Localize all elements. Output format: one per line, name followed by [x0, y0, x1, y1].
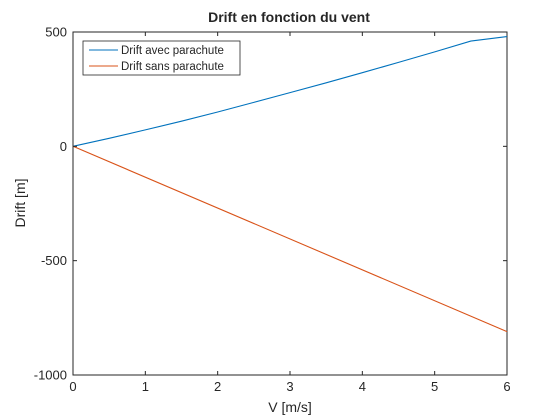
legend-label-1: Drift avec parachute — [121, 45, 224, 57]
x-tick-label: 6 — [503, 379, 510, 394]
y-axis-label: Drift [m] — [12, 179, 28, 228]
series-lines — [72, 36, 508, 333]
legend-box — [82, 40, 241, 76]
chart-title: Drift en fonction du vent — [208, 9, 370, 25]
series-line-2 — [72, 145, 508, 333]
y-tick-label: -500 — [41, 253, 67, 268]
y-axis-ticks: -1000 -500 0 500 — [34, 25, 507, 383]
legend: Drift avec parachute Drift sans parachute — [82, 40, 241, 76]
x-tick-label: 1 — [142, 379, 149, 394]
x-tick-label: 3 — [286, 379, 293, 394]
series-line-1 — [72, 36, 508, 147]
y-tick-label: 500 — [45, 25, 67, 40]
x-tick-label: 0 — [69, 379, 76, 394]
legend-label-2: Drift sans parachute — [121, 61, 224, 73]
plot-area — [72, 31, 508, 376]
x-tick-label: 5 — [431, 379, 438, 394]
plot-frame — [72, 31, 508, 376]
y-tick-label: -1000 — [34, 368, 67, 383]
x-axis-label: V [m/s] — [268, 399, 312, 415]
x-tick-label: 2 — [214, 379, 221, 394]
y-tick-label: 0 — [60, 139, 67, 154]
x-axis-ticks: 0 1 2 3 4 5 6 — [69, 32, 511, 394]
x-tick-label: 4 — [359, 379, 366, 394]
